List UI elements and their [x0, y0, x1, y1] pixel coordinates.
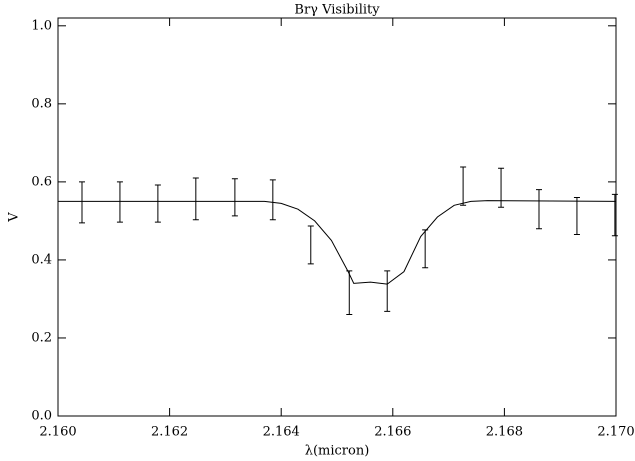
error-bar — [498, 167, 505, 208]
y-tick-label: 1.0 — [31, 18, 52, 33]
x-tick-label: 2.168 — [486, 425, 523, 440]
error-bar — [460, 166, 467, 206]
model-line — [58, 200, 617, 285]
error-bar — [307, 225, 314, 265]
error-bar — [535, 189, 542, 230]
error-bar — [422, 229, 429, 269]
x-axis-label: λ(micron) — [305, 444, 370, 459]
x-tick-label: 2.166 — [374, 425, 411, 440]
y-tick-label: 0.4 — [31, 252, 52, 267]
error-bar — [231, 178, 238, 217]
error-bar — [192, 177, 199, 221]
error-bar — [78, 181, 85, 224]
x-tick-label: 2.160 — [39, 425, 76, 440]
error-bar — [573, 196, 580, 236]
error-bar — [346, 270, 353, 316]
error-bar — [116, 181, 123, 223]
error-bar — [154, 184, 161, 223]
error-bar — [269, 179, 276, 221]
plot-frame — [57, 17, 617, 417]
error-bar — [611, 193, 618, 237]
x-tick-label: 2.170 — [597, 425, 634, 440]
y-tick-label: 0.0 — [31, 409, 52, 424]
y-tick-label: 0.8 — [31, 96, 52, 111]
y-axis-label: V — [7, 212, 22, 223]
y-tick-label: 0.6 — [31, 174, 52, 189]
error-bar — [384, 270, 391, 312]
y-tick-label: 0.2 — [31, 330, 52, 345]
x-tick-label: 2.162 — [151, 425, 188, 440]
x-tick-label: 2.164 — [263, 425, 300, 440]
chart-title: Brγ Visibility — [294, 3, 380, 18]
